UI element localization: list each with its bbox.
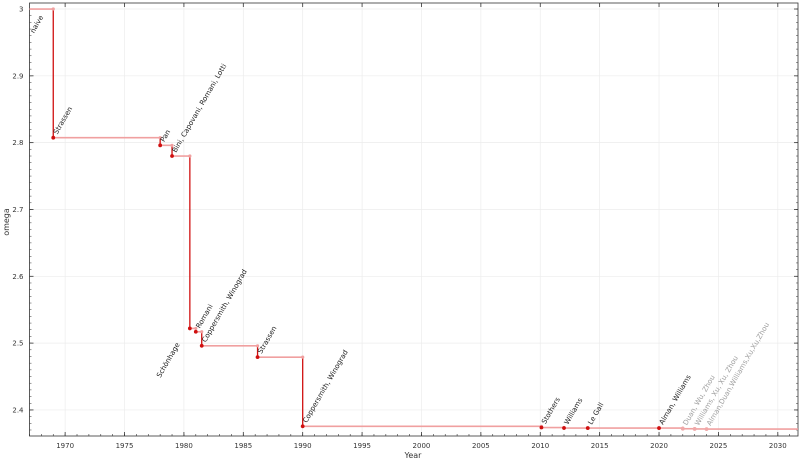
y-tick-label: 3 (19, 6, 23, 14)
data-point (585, 426, 590, 430)
point-label: Strassen (256, 325, 278, 355)
data-point (300, 424, 305, 429)
x-tick-label: 1995 (353, 442, 371, 450)
y-tick-label: 2.7 (12, 206, 23, 214)
step-corner-marker (301, 355, 305, 359)
y-tick-label: 2.6 (12, 273, 24, 281)
point-label: Schönhage (155, 341, 181, 379)
y-tick-label: 2.4 (12, 406, 24, 414)
data-point (51, 135, 56, 140)
point-label: Alman,Duan,Williams,Xu,Xu,Zhou (705, 321, 771, 427)
x-tick-label: 1970 (56, 442, 74, 450)
point-label: Bini, Capovani, Romani, Lotti (171, 62, 228, 154)
x-tick-label: 2010 (531, 442, 549, 450)
data-point (562, 426, 566, 430)
grid (29, 3, 798, 436)
x-tick-label: 1975 (116, 442, 134, 450)
point-label: Williams (563, 396, 585, 426)
point-label: Pan (159, 128, 172, 143)
step-corner-marker (194, 326, 198, 331)
x-axis-label: Year (404, 451, 423, 460)
point-label: Coppersmith, Winograd (301, 349, 349, 425)
y-axis-label: omega (2, 208, 11, 236)
step-corner-marker (51, 7, 55, 11)
step-corner-marker (200, 330, 204, 334)
data-point (170, 154, 174, 158)
step-corner-marker (255, 344, 260, 348)
step-corner-marker (158, 136, 162, 140)
x-tick-label: 1980 (175, 442, 193, 450)
step-corner-marker (188, 154, 192, 158)
data-point (199, 343, 204, 348)
y-tick-label: 2.9 (12, 72, 23, 80)
series (29, 7, 798, 431)
step-corner-marker (170, 143, 174, 147)
point-label: Stothers (540, 396, 562, 426)
data-point (692, 427, 697, 431)
point-label: naive (29, 14, 45, 35)
x-tick-label: 2030 (769, 442, 787, 450)
x-tick-label: 2025 (710, 442, 728, 450)
data-point (158, 143, 163, 148)
x-tick-label: 2005 (472, 442, 490, 450)
x-tick-label: 2015 (591, 442, 609, 450)
point-label: Strassen (52, 105, 74, 135)
x-tick-label: 2020 (650, 442, 668, 450)
data-point (657, 426, 661, 430)
data-point (187, 326, 192, 331)
data-point (539, 425, 544, 430)
y-tick-label: 2.5 (12, 340, 23, 348)
y-tick-label: 2.8 (12, 139, 23, 147)
data-point (255, 355, 260, 360)
x-tick-label: 1985 (234, 442, 252, 450)
x-tick-label: 1990 (294, 442, 312, 450)
data-point (704, 427, 709, 431)
data-point (193, 329, 198, 334)
axes: 1970 1975 1980 1985 1990 1995 2000 2005 2010 2015… (12, 2, 799, 450)
x-tick-label: 2000 (413, 442, 431, 450)
data-point (680, 426, 685, 431)
point-label: Le Gall (587, 401, 606, 426)
plot-frame (29, 2, 799, 437)
